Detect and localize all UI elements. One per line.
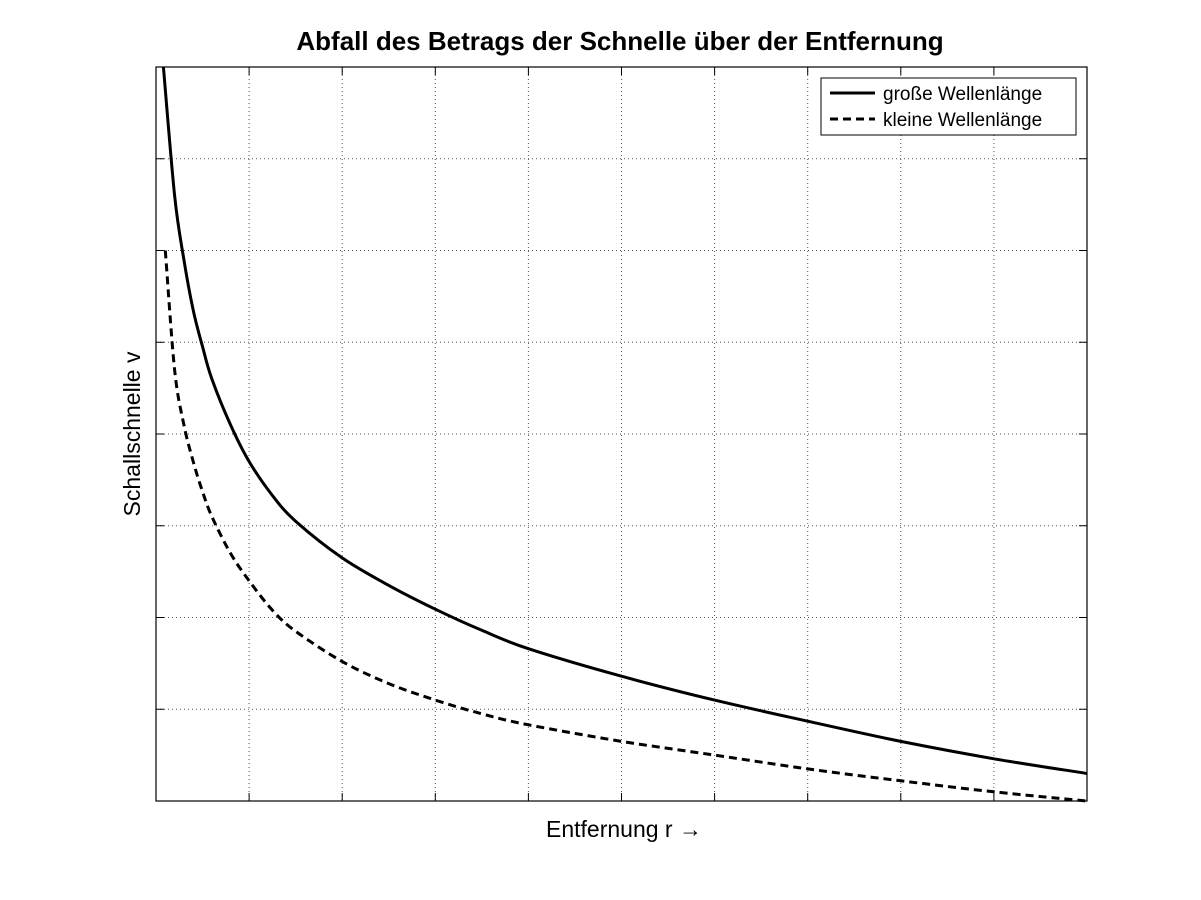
series-line-small-wavelength — [163, 250, 1088, 803]
legend: große Wellenlänge kleine Wellenlänge — [820, 77, 1077, 136]
series-lines — [161, 66, 1088, 803]
series-line-large-wavelength — [161, 66, 1088, 775]
legend-label-large-wavelength: große Wellenlänge — [883, 84, 1042, 105]
y-axis-label: Schallschnelle v — [119, 351, 145, 516]
legend-label-small-wavelength: kleine Wellenlänge — [883, 110, 1042, 131]
legend-box — [820, 77, 1077, 136]
x-axis-label: Entfernung r → — [546, 816, 702, 842]
plot-frame — [155, 66, 1088, 802]
chart-title: Abfall des Betrags der Schnelle über der… — [296, 26, 943, 56]
